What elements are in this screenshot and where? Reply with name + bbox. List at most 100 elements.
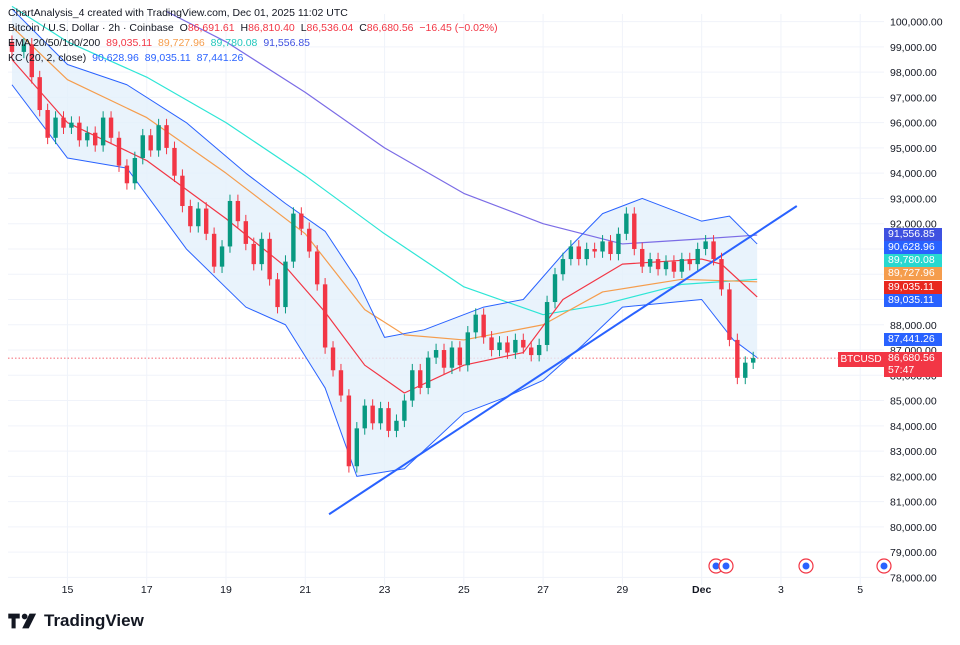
y-tick-label: 93,000.00 xyxy=(890,193,937,205)
candle-body xyxy=(322,284,328,348)
candle-body xyxy=(219,246,225,267)
candle-body xyxy=(108,117,114,138)
symbol-row: Bitcoin / U.S. Dollar · 2h · Coinbase O8… xyxy=(8,21,501,36)
x-tick-label: 19 xyxy=(220,584,232,596)
candle-body xyxy=(386,408,391,431)
price-label: 57:47 xyxy=(884,364,942,377)
y-tick-label: 81,000.00 xyxy=(890,497,937,509)
kc-row: KC (20, 2, close) 90,628.96 89,035.11 87… xyxy=(8,51,501,66)
candle-body xyxy=(77,122,82,141)
candle-body xyxy=(21,44,27,52)
watermark-row: ChartAnalysis_4 created with TradingView… xyxy=(8,6,501,21)
event-icons xyxy=(708,558,892,574)
high-label: H xyxy=(240,22,249,34)
candle-body xyxy=(560,259,566,275)
candle-body xyxy=(616,233,621,255)
chart-header: ChartAnalysis_4 created with TradingView… xyxy=(8,6,501,66)
y-tick-label: 96,000.00 xyxy=(890,118,937,130)
candle-body xyxy=(695,248,700,265)
y-tick-label: 79,000.00 xyxy=(890,547,937,559)
candle-body xyxy=(750,358,756,363)
kc-lower-value: 87,441.26 xyxy=(196,52,244,64)
kc-basis-value: 89,035.11 xyxy=(144,52,191,64)
x-tick-label: 25 xyxy=(458,584,470,596)
x-tick-label: 21 xyxy=(299,584,311,596)
ema-row: EMA 20/50/100/200 89,035.11 89,727.96 89… xyxy=(8,36,501,51)
open-label: O xyxy=(179,22,188,34)
candle-body xyxy=(45,110,50,138)
candle-body xyxy=(188,206,193,227)
candle-body xyxy=(544,302,550,345)
high-value: 86,810.40 xyxy=(248,22,295,34)
candle-body xyxy=(505,342,510,353)
candle-body xyxy=(640,248,645,267)
candle-body xyxy=(473,314,478,333)
x-tick-label: 5 xyxy=(857,584,863,596)
candle-body xyxy=(608,241,613,255)
candle-body xyxy=(299,213,304,229)
candle-body xyxy=(259,238,264,265)
candle-body xyxy=(354,428,360,467)
candle-body xyxy=(481,314,486,338)
candle-body xyxy=(37,77,42,111)
candle-body xyxy=(624,213,629,234)
price-label: 89,035.11 xyxy=(884,281,942,294)
price-label: 89,727.96 xyxy=(884,267,942,280)
y-tick-label: 83,000.00 xyxy=(890,446,937,458)
y-tick-label: 80,000.00 xyxy=(890,522,937,534)
candle-body xyxy=(655,259,661,270)
close-label: C xyxy=(359,22,367,34)
candle-body xyxy=(465,332,471,366)
tradingview-logo-icon xyxy=(8,613,37,629)
ema200-value: 91,556.85 xyxy=(263,37,311,49)
price-label: 90,628.96 xyxy=(884,241,942,254)
candle-body xyxy=(743,362,748,378)
candle-body xyxy=(314,251,320,285)
candle-body xyxy=(100,117,106,146)
candle-body xyxy=(521,339,526,348)
y-tick-label: 92,000.00 xyxy=(890,219,937,231)
candle-body xyxy=(735,339,740,378)
change-value: −16.45 (−0.02%) xyxy=(419,22,498,34)
x-tick-label: Dec xyxy=(692,584,711,596)
candle-body xyxy=(457,347,463,366)
candle-body xyxy=(370,405,375,424)
x-tick-label: 29 xyxy=(617,584,629,596)
candle-body xyxy=(719,259,724,290)
candle-body xyxy=(402,400,407,421)
price-label: 91,556.85 xyxy=(884,228,942,241)
y-tick-label: 100,000.00 xyxy=(890,17,943,29)
ema100-value: 89,780.08 xyxy=(210,37,258,49)
x-tick-label: 27 xyxy=(537,584,549,596)
candle-body xyxy=(418,370,423,388)
candle-body xyxy=(267,238,272,280)
candle-body xyxy=(275,279,280,308)
candle-body xyxy=(140,135,145,159)
candle-body xyxy=(727,289,732,340)
x-tick-label: 23 xyxy=(379,584,391,596)
candle-body xyxy=(592,248,597,252)
candle-body xyxy=(529,347,534,356)
y-tick-label: 88,000.00 xyxy=(890,320,937,332)
candle-body xyxy=(227,200,233,247)
event-flag-dot-icon xyxy=(880,562,888,570)
candle-body xyxy=(291,213,296,262)
price-label: 89,780.08 xyxy=(884,254,942,267)
price-label: 87,441.26 xyxy=(884,333,942,346)
candle-body xyxy=(243,221,249,244)
candle-body xyxy=(632,213,637,249)
tradingview-logo[interactable]: TradingView xyxy=(8,611,144,631)
low-label: L xyxy=(300,22,307,34)
candle-body xyxy=(69,122,74,128)
candle-body xyxy=(552,274,558,303)
close-value: 86,680.56 xyxy=(366,22,414,34)
candle-body xyxy=(441,350,447,368)
candle-body xyxy=(172,147,177,176)
candle-body xyxy=(671,261,677,272)
candle-body xyxy=(703,241,708,249)
candle-body xyxy=(449,347,455,368)
ema20-line xyxy=(11,59,758,394)
candle-body xyxy=(687,259,692,265)
candle-body xyxy=(600,241,605,252)
